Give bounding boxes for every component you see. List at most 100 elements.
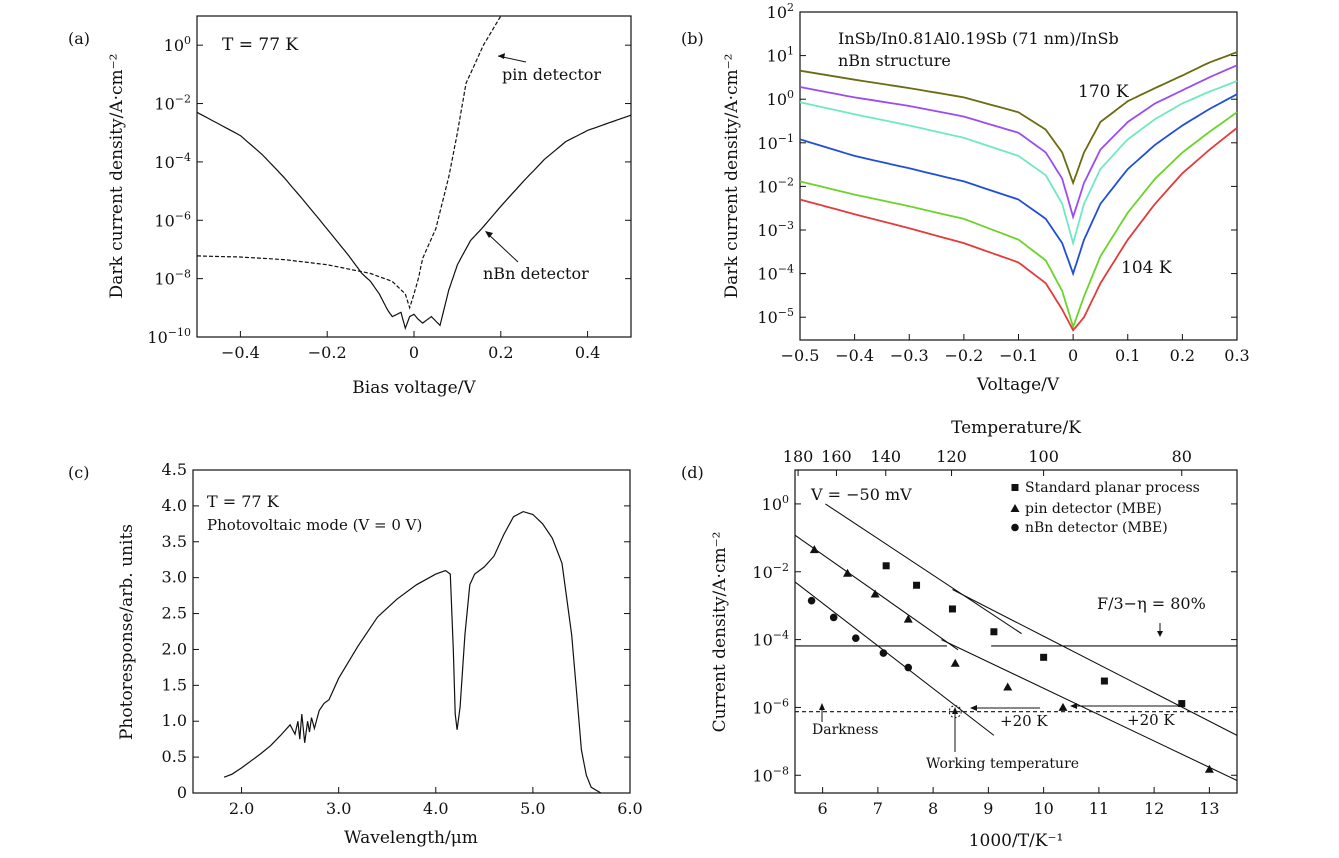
panel-b-x-tick-label: −0.3 [890,346,929,365]
panel-b-series-curve-4 [799,111,1238,330]
panel-d-legend-square-marker [1011,484,1019,491]
panel-b-104k-label: 104 K [1121,258,1172,278]
panel-d-x-tick-label: 12 [1144,799,1164,818]
panel-b-y-tick-label-exponent: −5 [778,306,794,319]
panel-d-y-tick-label-exponent: 0 [782,493,789,506]
panel-d-x-tick-label: 13 [1199,799,1219,818]
panel-c-x-tick-label: 2.0 [229,799,254,818]
panel-d-y-tick-label-base: 10 [762,495,782,514]
panel-a-x-tick-label: 0 [409,343,419,362]
panel-a-y-tick-label-exponent: −4 [175,151,191,164]
panel-b-y-tick-label: 10−4 [757,263,794,284]
panel-c-y-tick-label: 1.0 [162,711,187,730]
panel-d-working-temperature-label: Working temperature [926,756,1079,772]
panel-a-nbn-arrowhead [485,231,493,238]
panel-d-circle-marker [829,613,838,622]
panel-d-guide-line-4 [794,581,995,736]
panel-a-y-tick-label: 10−8 [154,268,191,289]
panel-d-legend-entry: nBn detector (MBE) [1025,520,1168,536]
panel-b-y-tick-label: 10−3 [757,219,794,240]
panel-d-shift-arrowhead-2 [1070,703,1077,709]
panel-b-series-curve-0 [799,51,1238,186]
panel-d-shift-label-2: +20 K [1127,711,1175,729]
panel-b-x-tick-label: 0.1 [1115,346,1140,365]
panel-d-square-marker [1040,653,1048,661]
panel-b-170k-label: 170 K [1078,82,1129,102]
panel-a-label: (a) [68,29,90,48]
panel-d-y-axis-label: Current density/A·cm⁻² [710,532,730,733]
panel-b-y-tick-label-base: 10 [757,265,777,284]
panel-d-circle-marker [879,649,888,657]
panel-d-working-arrowhead [952,707,958,714]
panel-c-spectrum-curve [223,510,602,794]
panel-c-y-tick-label: 2.0 [162,639,187,658]
panel-a-y-tick-label: 10−4 [154,151,191,172]
panel-d-y-tick-label-base: 10 [752,698,772,717]
panel-a-x-tick-label: −0.4 [221,343,260,362]
panel-d-top-tick-label: 160 [821,447,852,466]
panel-c-x-tick-label: 6.0 [617,799,642,818]
panel-b-y-tick-label: 10−2 [757,175,794,196]
panel-b-x-tick-label: −0.2 [944,346,983,365]
panel-a-y-tick-label-exponent: −6 [175,209,191,222]
panel-a-y-tick-label: 100 [164,34,191,55]
panel-c-x-tick-label: 5.0 [520,799,545,818]
panel-c-label: (c) [68,463,89,482]
panel-d-x-tick-label: 9 [983,799,993,818]
panel-a-y-tick-label-exponent: −10 [168,326,191,339]
panel-a-x-axis-label: Bias voltage/V [352,378,476,398]
panel-d-y-tick-label: 10−2 [752,561,789,582]
panel-c-mode-annotation: Photovoltaic mode (V = 0 V) [207,516,422,534]
panel-a-y-tick-label: 10−10 [147,326,191,347]
panel-a-y-tick-label-base: 10 [154,153,174,172]
panel-b-y-tick-label-exponent: −1 [778,132,794,145]
panel-d-x-tick-label: 7 [873,799,883,818]
panel-b-structure-title: InSb/In0.81Al0.19Sb (71 nm)/InSb [838,29,1119,48]
panel-d-y-tick-label-exponent: −8 [773,764,789,777]
panel-b-x-axis-label: Voltage/V [976,375,1060,395]
panel-d-legend-triangle-marker [1010,504,1020,512]
panel-d-shift-label-1: +20 K [1000,712,1048,730]
panel-d-square-marker [948,605,956,613]
panel-d-plot-frame [794,469,1238,794]
panel-d-bias-annotation: V = −50 mV [810,485,912,504]
panel-a-nbn-label: nBn detector [483,264,589,283]
panel-c-y-tick-label: 3.5 [162,532,187,551]
panel-a-y-tick-label-base: 10 [147,328,167,347]
panel-d-y-tick-label: 100 [762,493,789,514]
panel-c-y-axis-label: Photoresponse/arb. units [117,524,137,740]
panel-a-temperature-annotation: T = 77 K [222,35,298,55]
panel-d-triangle-marker [809,545,819,554]
panel-a-y-tick-label-exponent: −8 [175,268,191,281]
panel-a-y-tick-label-base: 10 [164,36,184,55]
panel-d-x-tick-label: 10 [1033,799,1053,818]
panel-c-temperature-annotation: T = 77 K [207,492,280,511]
panel-d-guide-line-0 [825,503,1022,635]
panel-a-x-tick-label: −0.2 [308,343,347,362]
panel-b-x-tick-label: 0 [1068,346,1078,365]
panel-d-fnumber-arrowhead [1157,631,1163,637]
panel-c-y-tick-label: 4.0 [162,496,187,515]
panel-d-shift-arrowhead-1 [970,705,977,711]
panel-a-y-axis-label: Dark current density/A·cm⁻² [107,54,127,299]
panel-c-x-tick-label: 3.0 [326,799,351,818]
panel-c-x-axis-label: Wavelength/μm [344,828,478,848]
panel-b-series-curve-2 [799,80,1238,247]
panel-b-x-tick-label: −0.5 [781,346,820,365]
panel-b-y-tick-label-exponent: −3 [778,219,794,232]
panel-a-y-tick-label-exponent: −2 [175,93,191,106]
panel-d-triangle-marker [1003,682,1013,691]
panel-d-top-tick-label: 140 [870,447,901,466]
panel-a-y-tick-label: 10−6 [154,209,191,230]
panel-b-structure-subtitle: nBn structure [838,51,951,70]
panel-b-series-curve-5 [799,127,1238,332]
panel-c-y-tick-label: 2.5 [162,604,187,623]
panel-d-y-tick-label-exponent: −2 [773,561,789,574]
panel-a-y-tick-label: 10−2 [154,93,191,114]
panel-d-y-tick-label-exponent: −4 [773,629,789,642]
panel-d-x-tick-label: 11 [1089,799,1109,818]
panel-c-y-tick-label: 4.5 [162,460,187,479]
panel-b-x-tick-label: 0.3 [1224,346,1249,365]
panel-a-pin-curve [196,15,502,310]
